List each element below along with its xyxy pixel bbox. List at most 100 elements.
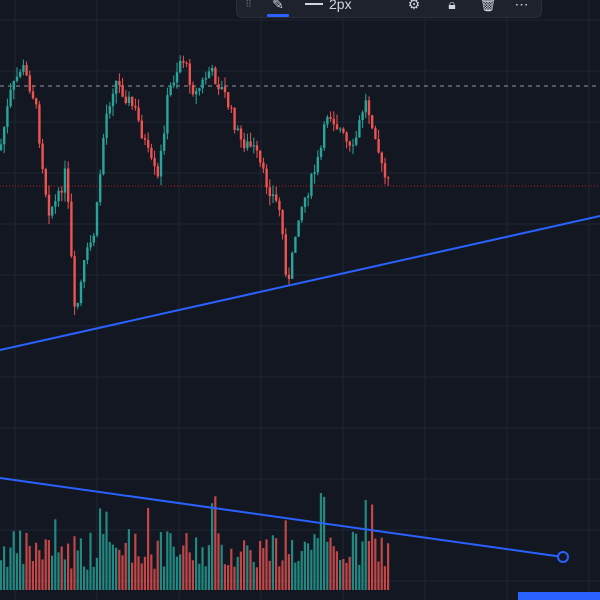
volume-bar — [217, 533, 220, 590]
candle-body — [307, 195, 310, 198]
candle-body — [339, 128, 342, 130]
trash-icon[interactable]: 🗑︎ — [479, 0, 497, 12]
candle-body — [255, 145, 259, 151]
candle-body — [313, 172, 316, 175]
volume-bar — [278, 566, 281, 590]
volume-bar — [249, 550, 252, 590]
candle-body — [60, 190, 63, 193]
candle-body — [156, 166, 159, 177]
volume-bar — [358, 565, 361, 590]
volume-bar — [371, 504, 374, 590]
volume-bar — [38, 550, 41, 590]
candle-body — [131, 96, 134, 107]
trendline-handle[interactable] — [557, 551, 569, 563]
volume-bar — [361, 541, 364, 590]
candle-body — [387, 177, 390, 179]
candle-body — [223, 87, 227, 93]
more-icon[interactable]: ⋯ — [514, 0, 530, 12]
candle-body — [105, 113, 108, 138]
trendline-price[interactable] — [0, 215, 600, 351]
volume-bar — [60, 546, 63, 590]
candle-body — [246, 141, 249, 149]
volume-bar — [342, 558, 345, 590]
candle-body — [198, 88, 201, 91]
volume-bar — [271, 535, 274, 590]
candle-body — [63, 168, 67, 193]
candle-body — [79, 281, 83, 304]
candle-body — [134, 106, 137, 108]
volume-bar — [118, 549, 121, 590]
candle-body — [284, 234, 287, 275]
candle-body — [143, 138, 147, 140]
volume-bar — [179, 554, 182, 590]
pencil-icon[interactable]: ✎ — [265, 0, 291, 17]
volume-bar — [281, 560, 284, 590]
candle-body — [102, 137, 105, 175]
volume-bar — [268, 560, 271, 590]
volume-bar — [329, 537, 332, 590]
volume-bar — [387, 543, 390, 590]
volume-bar — [63, 559, 66, 590]
volume-bar — [54, 519, 57, 590]
volume-bar — [383, 566, 386, 590]
candle-body — [38, 104, 41, 144]
volume-bar — [67, 543, 70, 590]
candle-body — [294, 236, 297, 253]
candle-body — [243, 139, 246, 149]
trendline-volume[interactable] — [0, 477, 564, 558]
candle-body — [140, 120, 143, 139]
candle-body — [35, 98, 38, 105]
volume-bar — [86, 569, 89, 590]
volume-bar — [76, 550, 79, 590]
volume-bar — [28, 545, 31, 590]
volume-bar — [284, 520, 287, 590]
candle-body — [310, 174, 313, 196]
volume-bar — [355, 533, 358, 590]
volume-bar — [92, 566, 95, 590]
volume-bar — [214, 496, 217, 590]
candle-body — [150, 147, 153, 158]
volume-bar — [294, 562, 297, 590]
volume-bar — [220, 544, 223, 590]
volume-bar — [25, 532, 28, 590]
candle-body — [374, 128, 377, 140]
candle-body — [86, 247, 89, 261]
line-width-button[interactable]: 2px — [305, 0, 355, 13]
candle-body — [3, 126, 6, 145]
candle-body — [262, 162, 265, 169]
candle-body — [348, 141, 351, 146]
candle-body — [12, 80, 15, 90]
candle-body — [217, 84, 220, 90]
candle-body — [121, 85, 124, 97]
volume-bar — [73, 536, 76, 590]
volume-bar — [207, 545, 210, 590]
volume-bar — [233, 566, 236, 590]
candle-body — [214, 67, 217, 85]
candle-body — [364, 100, 367, 113]
candle-body — [383, 163, 387, 178]
candle-body — [19, 71, 22, 77]
volume-bars — [0, 493, 390, 590]
gear-icon[interactable]: ⚙ — [407, 0, 421, 12]
volume-bar — [137, 556, 140, 590]
volume-bar — [105, 511, 108, 590]
candle-body — [41, 143, 44, 170]
volume-bar — [175, 556, 178, 590]
drag-handle-icon[interactable]: ⠿ — [245, 0, 253, 9]
volume-bar — [303, 541, 306, 590]
candle-body — [175, 72, 179, 83]
candle-body — [137, 107, 140, 121]
volume-bar — [9, 547, 12, 590]
volume-bar — [124, 542, 127, 590]
candle-body — [111, 93, 115, 107]
candle-body — [351, 144, 355, 146]
volume-bar — [265, 539, 268, 590]
volume-bar — [127, 529, 130, 590]
candle-body — [259, 150, 262, 163]
volume-bar — [377, 561, 380, 590]
candle-body — [326, 117, 329, 125]
volume-bar — [239, 551, 242, 590]
lock-icon[interactable]: 🔒︎ — [448, 0, 456, 12]
